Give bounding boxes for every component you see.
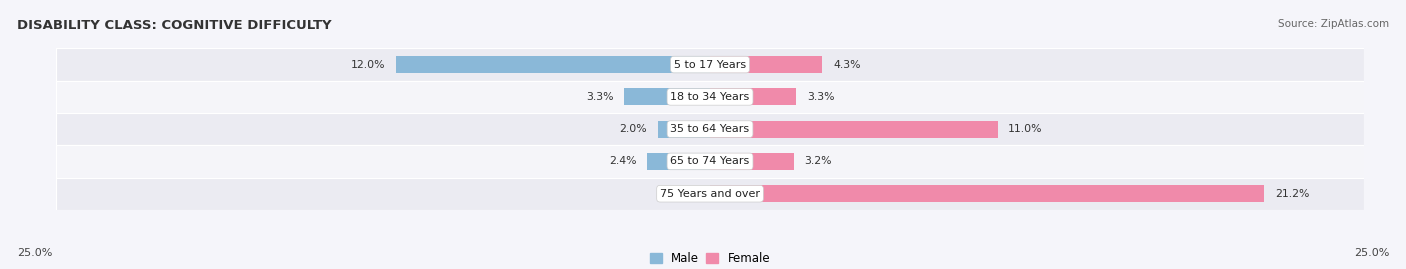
Text: Source: ZipAtlas.com: Source: ZipAtlas.com <box>1278 19 1389 29</box>
Text: 35 to 64 Years: 35 to 64 Years <box>671 124 749 134</box>
Text: 5 to 17 Years: 5 to 17 Years <box>673 59 747 70</box>
Bar <box>710 121 998 137</box>
Legend: Male, Female: Male, Female <box>650 252 770 265</box>
Bar <box>56 145 1364 178</box>
Bar <box>56 113 1364 145</box>
Bar <box>56 48 1364 81</box>
Bar <box>710 56 823 73</box>
Text: 75 Years and over: 75 Years and over <box>659 189 761 199</box>
Text: 21.2%: 21.2% <box>1275 189 1309 199</box>
Bar <box>396 56 710 73</box>
Text: 0.0%: 0.0% <box>672 189 700 199</box>
Text: 25.0%: 25.0% <box>17 248 52 258</box>
Bar <box>56 81 1364 113</box>
Text: 12.0%: 12.0% <box>352 59 385 70</box>
Bar <box>647 153 710 170</box>
Bar <box>56 178 1364 210</box>
Bar <box>710 153 794 170</box>
Text: 2.4%: 2.4% <box>609 156 637 167</box>
Text: 2.0%: 2.0% <box>620 124 647 134</box>
Bar <box>624 89 710 105</box>
Text: 3.3%: 3.3% <box>586 92 613 102</box>
Bar <box>710 185 1264 202</box>
Text: DISABILITY CLASS: COGNITIVE DIFFICULTY: DISABILITY CLASS: COGNITIVE DIFFICULTY <box>17 19 332 32</box>
Text: 3.3%: 3.3% <box>807 92 834 102</box>
Bar <box>710 89 796 105</box>
Text: 3.2%: 3.2% <box>804 156 832 167</box>
Bar <box>658 121 710 137</box>
Text: 65 to 74 Years: 65 to 74 Years <box>671 156 749 167</box>
Text: 18 to 34 Years: 18 to 34 Years <box>671 92 749 102</box>
Text: 4.3%: 4.3% <box>832 59 860 70</box>
Text: 25.0%: 25.0% <box>1354 248 1389 258</box>
Text: 11.0%: 11.0% <box>1008 124 1043 134</box>
